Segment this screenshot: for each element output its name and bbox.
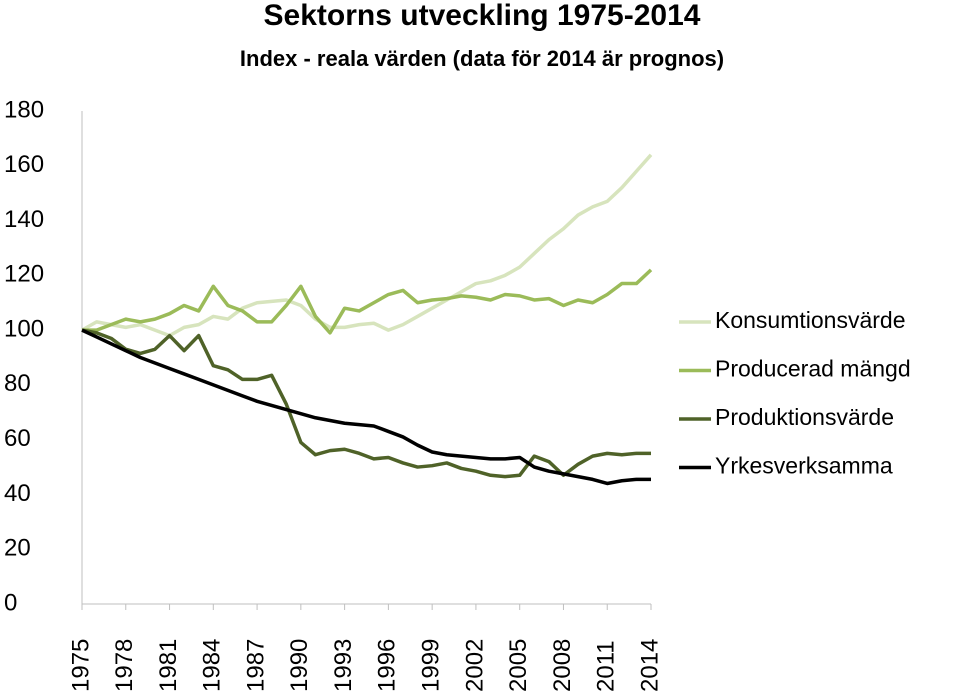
y-tick-label: 140 (4, 206, 44, 233)
series-line (81, 328, 651, 486)
x-tick-label: 1975 (67, 639, 94, 692)
x-tick-label: 1978 (111, 639, 138, 692)
chart-title: Sektorns utveckling 1975-2014 (264, 0, 701, 32)
y-tick-label: 100 (4, 315, 44, 342)
x-tick-label: 1993 (330, 639, 357, 692)
y-tick-label: 80 (4, 370, 31, 397)
legend-label: Konsumtionsvärde (715, 307, 906, 333)
x-tick-label: 1981 (155, 639, 182, 692)
y-tick-label: 160 (4, 151, 44, 178)
chart-subtitle: Index - reala värden (data för 2014 är p… (240, 46, 724, 71)
series-line (81, 153, 653, 338)
y-tick-label: 60 (4, 425, 31, 452)
y-tick-label: 120 (4, 261, 44, 288)
x-tick-label: 2002 (461, 639, 488, 692)
y-tick-label: 20 (4, 535, 31, 562)
x-tick-label: 2008 (549, 639, 576, 692)
x-tick-label: 1984 (199, 639, 226, 692)
y-tick-label: 40 (4, 480, 31, 507)
x-tick-label: 2014 (636, 639, 663, 692)
legend-label: Produktionsvärde (715, 404, 894, 430)
x-tick-label: 2011 (593, 640, 620, 692)
x-tick-label: 2005 (505, 639, 532, 692)
series-line (82, 268, 653, 335)
legend-label: Producerad mängd (715, 356, 911, 382)
x-tick-label: 1996 (374, 639, 401, 692)
x-tick-label: 1987 (242, 639, 269, 692)
x-tick-label: 1999 (417, 639, 444, 692)
y-tick-label: 0 (4, 589, 17, 616)
series-line (81, 328, 651, 479)
y-tick-label: 180 (4, 96, 44, 123)
x-tick-label: 1990 (286, 639, 313, 692)
legend-label: Yrkesverksamma (715, 453, 893, 479)
